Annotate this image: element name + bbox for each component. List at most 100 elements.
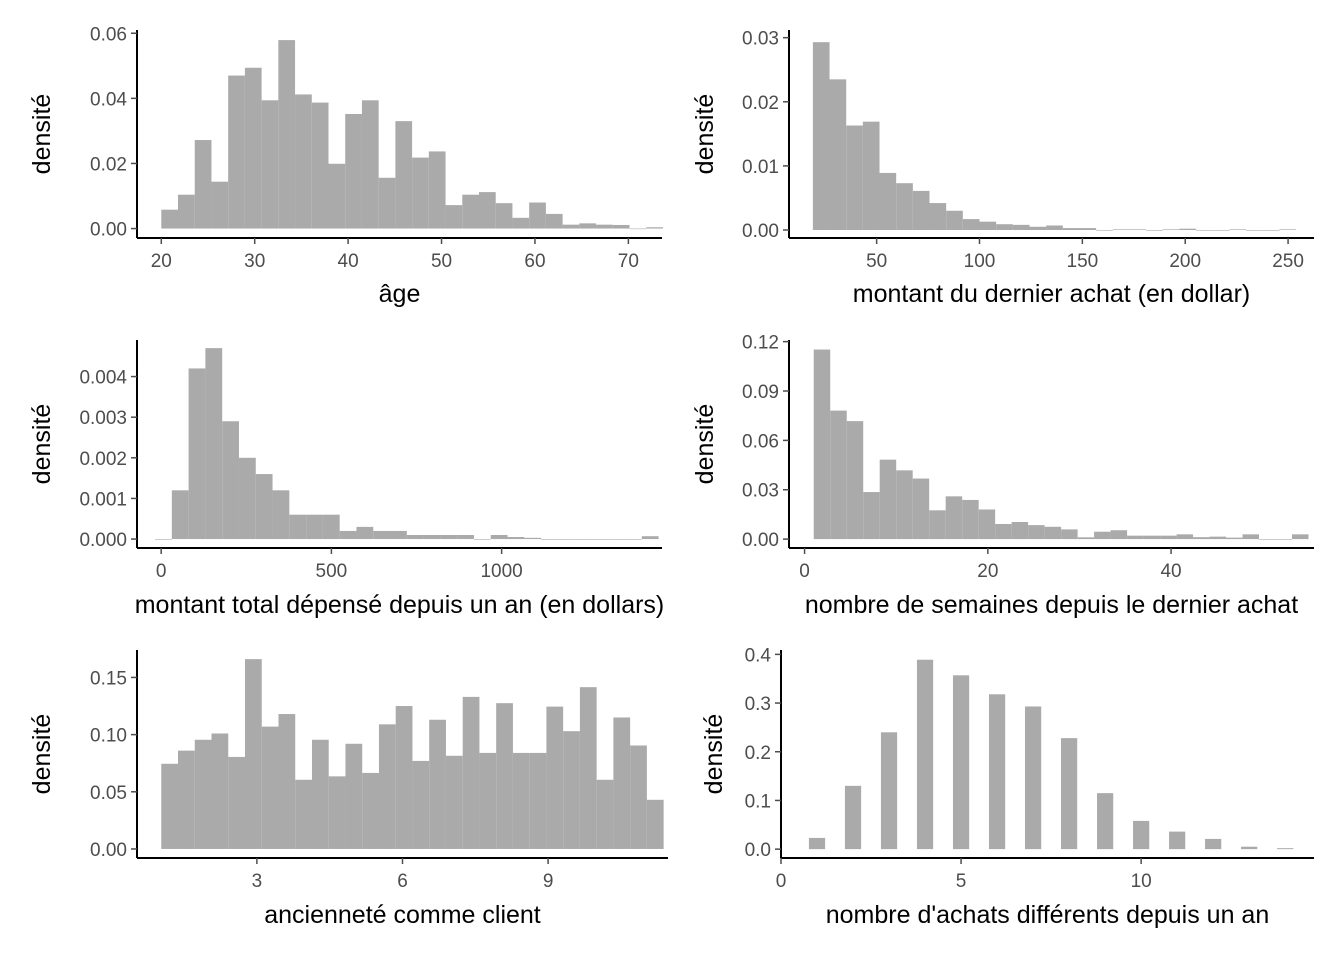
histogram-bar xyxy=(563,731,580,849)
histogram-bar xyxy=(479,752,497,849)
histogram-bar xyxy=(630,745,647,849)
x-tick-label: 20 xyxy=(151,251,172,272)
histogram-bar xyxy=(879,172,897,230)
histogram-bar xyxy=(579,223,597,229)
histogram-bar xyxy=(879,459,897,540)
y-tick-label: 0.003 xyxy=(79,408,127,429)
histogram-bar xyxy=(412,157,429,229)
histogram-bar xyxy=(1044,526,1062,540)
histogram-bar xyxy=(579,687,597,849)
histogram-bar xyxy=(608,539,626,540)
histogram-bar xyxy=(929,510,946,540)
histogram-bar xyxy=(1061,738,1078,850)
histogram-bar xyxy=(863,492,880,540)
histogram-bar xyxy=(378,724,396,849)
histogram-bar xyxy=(1129,229,1147,230)
y-tick-label: 0.03 xyxy=(742,481,779,502)
x-tick-label: 500 xyxy=(316,561,348,582)
histogram-bar xyxy=(261,726,279,849)
histogram-bar xyxy=(946,210,963,230)
x-tick-label: 3 xyxy=(252,871,263,892)
y-tick-label: 0.12 xyxy=(742,333,779,354)
y-tick-label: 0.002 xyxy=(79,449,127,470)
histogram-bar xyxy=(1094,531,1111,540)
histogram-bar xyxy=(295,779,312,849)
histogram-bar xyxy=(423,535,441,540)
histogram-bar xyxy=(1062,228,1080,230)
histogram-bar xyxy=(912,190,930,230)
histogram-bar xyxy=(356,526,374,540)
histogram-bar xyxy=(1241,846,1258,850)
histogram-bar xyxy=(562,224,580,229)
histogram-bar xyxy=(1262,229,1280,231)
histogram-bar xyxy=(278,714,296,849)
histogram-bar xyxy=(1112,229,1130,230)
histogram-bar xyxy=(591,539,609,540)
histogram-bar xyxy=(912,478,930,540)
x-tick-label: 20 xyxy=(977,561,998,582)
histogram-bar xyxy=(255,474,273,540)
x-tick-label: 5 xyxy=(956,871,967,892)
histogram-bar xyxy=(395,121,413,229)
y-axis-title: densité xyxy=(28,404,56,485)
histogram-bar xyxy=(1229,229,1247,230)
histogram-bar xyxy=(345,113,362,229)
y-tick-label: 0.01 xyxy=(742,157,779,178)
y-axis-title: densité xyxy=(28,94,56,175)
histogram-bar xyxy=(445,755,463,849)
x-tick-label: 50 xyxy=(431,251,452,272)
histogram-bar xyxy=(1028,525,1045,540)
x-tick-label: 0 xyxy=(776,871,787,892)
histogram-bar xyxy=(161,209,179,229)
histogram-bar xyxy=(962,499,979,540)
x-tick-label: 10 xyxy=(1131,871,1152,892)
histogram-bar xyxy=(311,102,329,229)
histogram-bar xyxy=(1096,229,1113,231)
y-tick-label: 0.02 xyxy=(90,154,127,175)
histogram-bar xyxy=(646,799,664,849)
histogram-bar xyxy=(1143,535,1161,540)
y-tick-label: 0.00 xyxy=(90,220,127,241)
histogram-bar xyxy=(278,40,296,229)
histogram-bar xyxy=(1133,820,1150,850)
x-tick-label: 50 xyxy=(866,251,887,272)
histogram-bar xyxy=(378,177,396,229)
histogram-bar xyxy=(161,763,179,849)
histogram-bar xyxy=(322,514,340,540)
histogram-bar xyxy=(541,539,558,540)
histogram-bar xyxy=(1012,224,1030,230)
histogram-bar xyxy=(596,224,613,229)
histogram-bar xyxy=(529,752,547,849)
histogram-bar xyxy=(1061,529,1078,540)
x-tick-label: 0 xyxy=(156,561,167,582)
histogram-bar xyxy=(211,181,229,229)
histogram-bar xyxy=(524,537,542,540)
histogram-bar xyxy=(462,696,480,849)
histogram-bar xyxy=(557,539,575,540)
histogram-bar xyxy=(988,694,1006,850)
histogram-bar xyxy=(846,125,863,230)
histogram-bar xyxy=(1110,530,1128,540)
histogram-bar xyxy=(1205,838,1222,850)
x-tick-label: 1000 xyxy=(480,561,522,582)
histogram-bar xyxy=(512,752,530,849)
histogram-bar xyxy=(440,535,458,540)
histogram-bar xyxy=(1292,534,1309,540)
x-tick-label: 9 xyxy=(543,871,554,892)
x-tick-label: 40 xyxy=(1160,561,1181,582)
y-tick-label: 0.06 xyxy=(742,431,779,452)
histogram-bar xyxy=(844,785,862,850)
histogram-bar xyxy=(1259,539,1276,540)
histogram-bar xyxy=(830,410,847,540)
histogram-bar xyxy=(1275,539,1293,540)
histogram-bar xyxy=(1246,229,1263,231)
histogram-bar xyxy=(311,739,329,849)
panel-4: 0 20 40 0.00 0.03 0.06 0.09 0.12 nombre de semai… xyxy=(691,333,1314,619)
y-tick-label: 0.09 xyxy=(742,382,779,403)
histogram-bar xyxy=(1196,229,1213,231)
histogram-bar xyxy=(512,217,530,229)
histogram-bar xyxy=(612,224,630,229)
histogram-bar xyxy=(1279,229,1297,230)
histogram-bar xyxy=(205,348,223,540)
x-tick-label: 100 xyxy=(964,251,996,272)
